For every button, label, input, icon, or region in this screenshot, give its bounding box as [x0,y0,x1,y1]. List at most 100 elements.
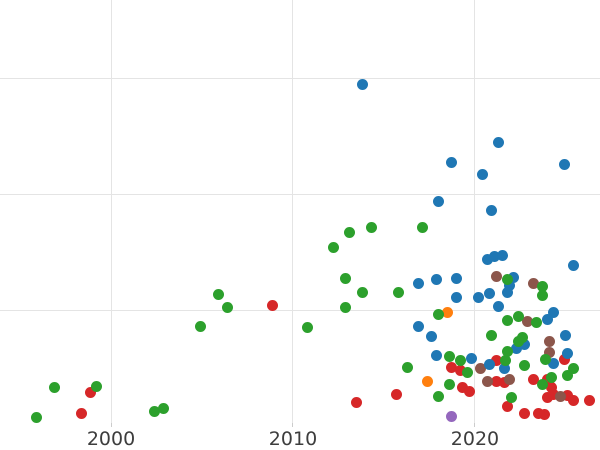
data-point-green-category [212,289,224,301]
data-point-green-category [443,378,455,390]
data-point-blue-category [431,274,443,286]
data-point-red-category [456,382,468,394]
data-point-blue-category [498,363,510,375]
data-point-red-category [547,389,559,401]
data-point-green-category [402,362,414,374]
data-point-green-category [485,329,497,341]
data-point-blue-category [413,277,425,289]
data-point-blue-category [547,306,559,318]
data-point-red-category [545,382,557,394]
data-point-red-category [445,362,457,374]
data-point-green-category [49,382,61,394]
data-point-blue-category [560,329,572,341]
data-point-red-category [562,390,574,402]
data-point-red-category [351,397,363,409]
data-point-blue-category [485,204,497,216]
y-gridline [0,78,600,80]
y-gridline [0,194,600,196]
data-point-green-category [340,302,352,314]
data-point-blue-category [465,353,477,365]
plot-area [0,0,600,424]
data-point-brown-category [491,270,503,282]
data-point-green-category [462,366,474,378]
data-point-red-category [527,373,539,385]
data-point-green-category [454,355,466,367]
data-point-red-category [538,408,550,420]
data-point-blue-category [484,288,496,300]
data-point-blue-category [476,168,488,180]
data-point-green-category [516,332,528,344]
data-point-blue-category [496,249,508,261]
data-point-blue-category [489,250,501,262]
data-point-blue-category [547,357,559,369]
data-point-brown-category [504,373,516,385]
data-point-orange-category [422,376,434,388]
data-point-green-category [531,317,543,329]
data-point-blue-category [445,157,457,169]
data-point-red-category [498,377,510,389]
data-point-blue-category [484,358,496,370]
data-point-blue-category [473,291,485,303]
data-point-green-category [433,391,445,403]
data-point-brown-category [555,391,566,403]
data-point-brown-category [544,347,556,359]
data-point-green-category [513,311,525,323]
data-point-brown-category [522,315,534,327]
data-point-blue-category [507,271,519,283]
data-point-red-category [491,355,503,367]
data-point-blue-category [451,273,463,285]
data-point-brown-category [544,335,556,347]
data-point-red-category [518,407,530,419]
data-point-red-category [584,394,596,406]
data-point-orange-category [442,306,454,318]
data-point-brown-category [474,363,486,375]
data-point-red-category [454,364,466,376]
data-point-green-category [221,302,233,314]
data-point-blue-category [502,286,514,298]
data-point-blue-category [493,137,505,149]
data-point-blue-category [431,349,443,361]
data-point-green-category [30,412,42,424]
data-point-blue-category [413,320,425,332]
data-point-green-category [567,363,579,375]
data-point-green-category [500,355,512,367]
y-gridline [0,310,600,312]
x-tick-label: 2000 [86,428,136,450]
data-point-red-category [85,386,97,398]
data-point-green-category [343,226,355,238]
data-point-red-category [502,400,514,412]
data-point-red-category [391,389,403,401]
x-tick-label: 2020 [450,428,500,450]
data-point-blue-category [493,300,505,312]
data-point-green-category [545,371,557,383]
data-point-red-category [558,354,570,366]
x-tick-mark [110,423,112,427]
x-gridline [292,0,294,423]
data-point-red-category [542,392,554,404]
x-gridline [110,0,112,423]
data-point-green-category [327,241,339,253]
data-point-green-category [562,370,574,382]
data-point-red-category [464,385,476,397]
data-point-green-category [536,290,548,302]
data-point-purple-category [445,411,457,423]
data-point-green-category [536,281,548,293]
data-point-green-category [158,402,170,414]
x-tick-mark [474,423,476,427]
data-point-blue-category [482,254,494,266]
data-point-green-category [540,354,552,366]
data-point-green-category [90,380,102,392]
data-point-green-category [502,346,514,358]
x-gridline [474,0,476,423]
data-point-blue-category [518,339,530,351]
data-point-green-category [149,406,161,418]
data-point-blue-category [511,342,523,354]
data-point-green-category [416,221,428,233]
data-point-blue-category [558,159,570,171]
data-point-green-category [443,350,455,362]
data-point-blue-category [425,331,437,343]
data-point-green-category [502,274,514,286]
data-point-blue-category [567,260,579,272]
data-point-green-category [340,273,352,285]
